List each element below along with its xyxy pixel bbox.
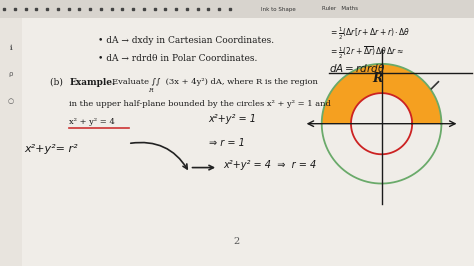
Text: $=\frac{1}{2}(\Delta r[r+\Delta r+r)\cdot\Delta\theta$: $=\frac{1}{2}(\Delta r[r+\Delta r+r)\cdo…: [329, 26, 411, 42]
Text: ○: ○: [8, 98, 14, 104]
Bar: [0, 0, 474, 18]
FancyArrowPatch shape: [131, 143, 187, 169]
Text: R: R: [373, 72, 383, 85]
Text: x² + y² = 4: x² + y² = 4: [69, 118, 115, 126]
Text: • dA → rdrdθ in Polar Coordinates.: • dA → rdrdθ in Polar Coordinates.: [98, 54, 257, 63]
Text: x²+y² = 1: x²+y² = 1: [209, 114, 256, 124]
Text: • dA → dxdy in Cartesian Coordinates.: • dA → dxdy in Cartesian Coordinates.: [98, 36, 274, 45]
Text: Ruler   Maths: Ruler Maths: [322, 6, 358, 11]
Text: $=\frac{1}{2}(2r+\overline{\Delta r})\,\Delta\theta\,\Delta r\approx\,$: $=\frac{1}{2}(2r+\overline{\Delta r})\,\…: [329, 44, 405, 61]
Text: ρ: ρ: [9, 72, 13, 77]
Bar: [0, 18, 22, 266]
Text: x²+y² = 4  ⇒  r = 4: x²+y² = 4 ⇒ r = 4: [223, 160, 316, 170]
Text: Example.: Example.: [69, 78, 116, 87]
FancyArrowPatch shape: [192, 165, 213, 170]
Polygon shape: [322, 64, 441, 124]
Text: 2: 2: [234, 237, 240, 246]
Text: x²+y²= r²: x²+y²= r²: [24, 144, 78, 154]
Text: (b): (b): [50, 78, 66, 87]
Text: ℹ: ℹ: [9, 45, 12, 51]
Text: R: R: [147, 88, 152, 93]
Text: in the upper half-plane bounded by the circles x² + y² = 1 and: in the upper half-plane bounded by the c…: [69, 100, 331, 108]
Text: $dA=rdr d\theta$: $dA=rdr d\theta$: [329, 62, 386, 74]
Text: ⇒ r = 1: ⇒ r = 1: [209, 138, 245, 148]
Text: Ink to Shape: Ink to Shape: [261, 6, 295, 11]
Text: Evaluate ∫∫  (3x + 4y²) dA, where R is the region: Evaluate ∫∫ (3x + 4y²) dA, where R is th…: [112, 78, 318, 86]
